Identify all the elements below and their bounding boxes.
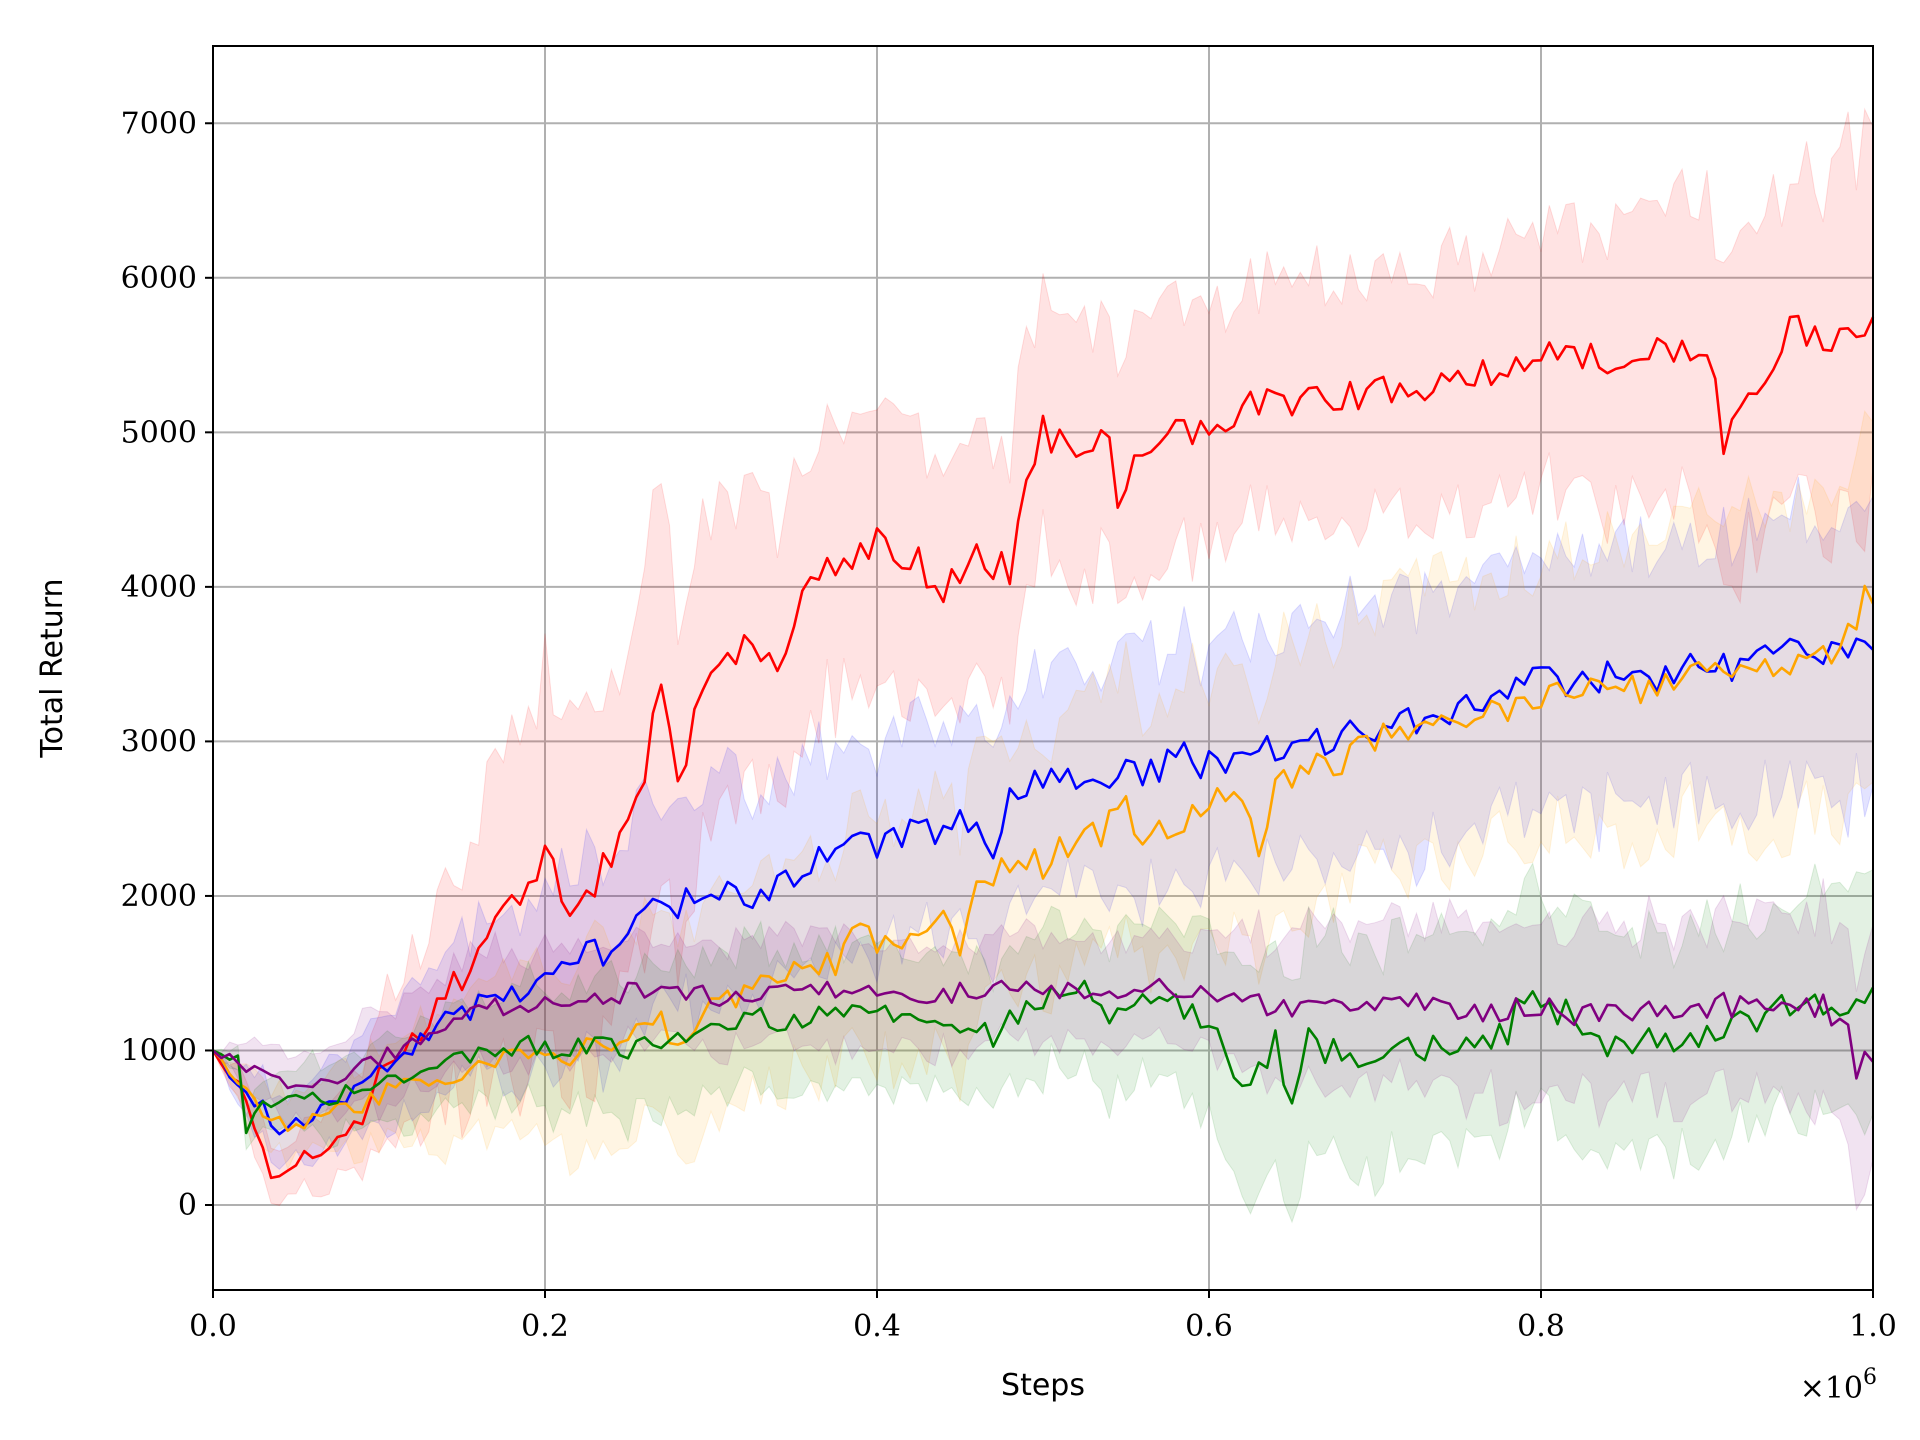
y-tick-label: 1000	[121, 1033, 197, 1068]
series-line	[212, 637, 1874, 1136]
x-tick-label: 1.0	[1849, 1309, 1897, 1344]
x-tick-label: 0.4	[853, 1309, 901, 1344]
x-tick-label: 0.0	[189, 1309, 237, 1344]
x-axis-title: Steps	[1001, 1368, 1085, 1403]
y-tick-label: 7000	[121, 106, 197, 141]
x-tick-label: 0.6	[1185, 1309, 1233, 1344]
series-lines	[211, 314, 1875, 1180]
y-tick-label: 2000	[121, 879, 197, 914]
x-axis-ticks: 0.0 0.2 0.4 0.6 0.8 1.0	[189, 1290, 1897, 1344]
y-axis-title: Total Return	[35, 578, 70, 758]
y-axis-ticks: 0 1000 2000 3000 4000 5000 6000 7000	[121, 106, 213, 1223]
series-line	[212, 584, 1875, 1133]
series-line	[211, 314, 1875, 1180]
y-tick-label: 6000	[121, 261, 197, 296]
plot-frame	[212, 45, 1874, 1291]
series-line	[212, 977, 1874, 1090]
series-line	[212, 979, 1875, 1135]
y-tick-label: 5000	[121, 415, 197, 450]
x-tick-label: 0.8	[1517, 1309, 1565, 1344]
y-tick-label: 0	[178, 1188, 197, 1223]
y-tick-label: 3000	[121, 724, 197, 759]
x-axis-multiplier: ×106	[1800, 1365, 1877, 1406]
y-tick-label: 4000	[121, 570, 197, 605]
x-tick-label: 0.2	[521, 1309, 569, 1344]
